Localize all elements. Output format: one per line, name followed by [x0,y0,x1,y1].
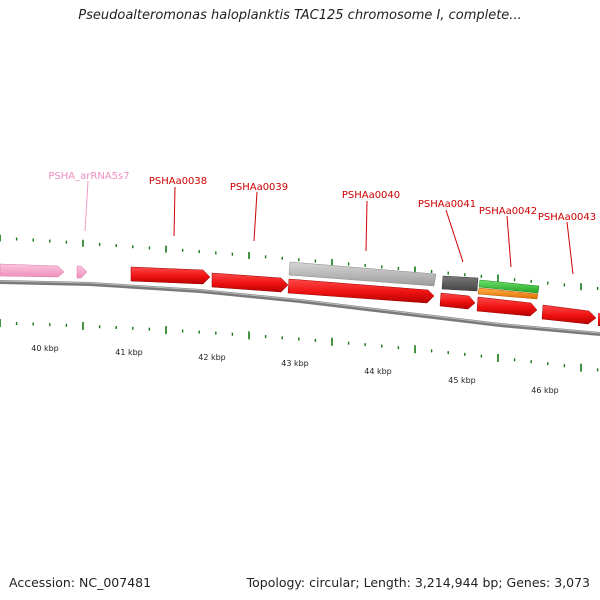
orange-feature-bar[interactable] [477,287,539,300]
map-title: Pseudoalteromonas haloplanktis TAC125 ch… [78,8,522,23]
label-psha-arrna5s7[interactable]: PSHA_arRNA5s7 [48,171,129,182]
gene-psha-a0041[interactable] [439,292,476,310]
lower-tick-marks [0,319,599,372]
gene-psha-a0038[interactable] [130,266,211,285]
leader-psha-a0039 [253,191,258,242]
upper-tick-marks [0,234,599,291]
scale-label-44kbp: 44 kbp [364,367,392,376]
gene-psha-a0040[interactable] [287,278,435,304]
feature-psha-arrna5s7-left[interactable] [0,263,65,278]
gene-psha-a0039[interactable] [211,272,289,293]
scale-label-46kbp: 46 kbp [531,386,559,395]
scale-label-40kbp: 40 kbp [31,344,59,353]
leader-psha-a0043 [566,221,574,275]
leader-psha-a0041 [445,209,464,263]
label-psha-a0039[interactable]: PSHAa0039 [230,182,288,193]
chromosome-backbone [0,280,600,336]
leader-psha-a0038 [173,186,176,237]
accession-text: Accession: NC_007481 [9,575,152,590]
label-psha-a0043[interactable]: PSHAa0043 [538,212,596,223]
leader-psha-arrna5s7 [84,180,89,232]
scale-label-45kbp: 45 kbp [448,376,476,385]
gene-psha-a0042[interactable] [476,296,538,317]
label-psha-a0038[interactable]: PSHAa0038 [149,176,207,187]
label-psha-a0041[interactable]: PSHAa0041 [418,199,476,210]
scale-label-42kbp: 42 kbp [198,353,226,362]
pseudo-gene-bar[interactable] [288,261,437,287]
green-feature-bar[interactable] [478,279,540,294]
scale-label-41kbp: 41 kbp [115,348,143,357]
topology-text: Topology: circular; Length: 3,214,944 bp… [246,575,590,590]
leader-psha-a0040 [365,200,368,252]
dark-gene-bar[interactable] [441,275,479,292]
label-psha-a0042[interactable]: PSHAa0042 [479,206,537,217]
gene-psha-a0043[interactable] [541,304,597,325]
label-psha-a0040[interactable]: PSHAa0040 [342,190,400,201]
scale-label-43kbp: 43 kbp [281,359,309,368]
leader-psha-a0042 [506,215,512,268]
chromosome-backbone-highlight [0,280,600,334]
feature-psha-arrna5s7[interactable] [76,265,88,279]
